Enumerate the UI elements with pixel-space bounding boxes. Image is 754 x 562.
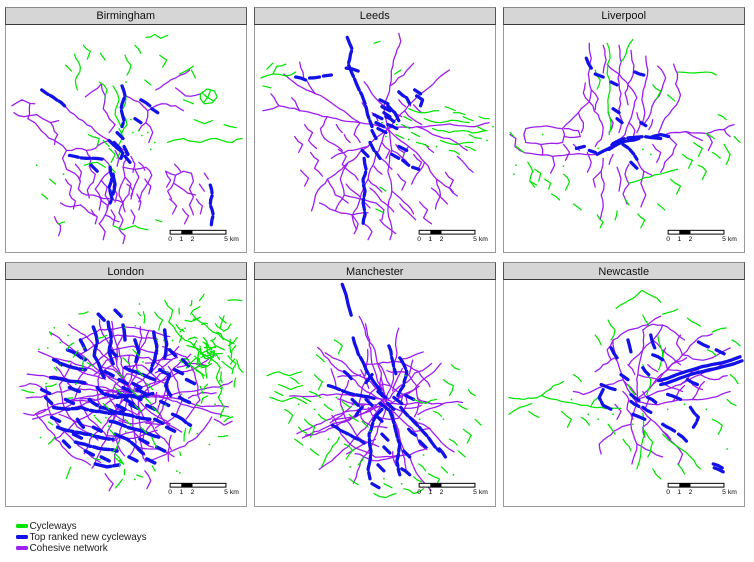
svg-text:1: 1 [179,489,183,496]
svg-text:0: 0 [666,235,670,242]
svg-text:km: km [479,235,488,242]
svg-text:2: 2 [440,235,444,242]
svg-text:0: 0 [417,489,421,496]
svg-text:km: km [230,235,239,242]
svg-text:km: km [230,489,239,496]
svg-text:5: 5 [224,235,228,242]
svg-text:2: 2 [689,235,693,242]
svg-text:1: 1 [428,235,432,242]
svg-text:2: 2 [440,489,444,496]
svg-text:0: 0 [168,235,172,242]
svg-text:km: km [728,489,737,496]
svg-text:2: 2 [191,489,195,496]
svg-text:1: 1 [677,235,681,242]
svg-text:2: 2 [191,235,195,242]
svg-text:5: 5 [722,489,726,496]
svg-text:5: 5 [473,235,477,242]
svg-text:5: 5 [224,489,228,496]
svg-text:0: 0 [666,489,670,496]
svg-text:km: km [479,489,488,496]
svg-text:5: 5 [722,235,726,242]
svg-text:0: 0 [168,489,172,496]
svg-text:0: 0 [417,235,421,242]
svg-text:1: 1 [677,489,681,496]
svg-text:km: km [728,235,737,242]
svg-text:2: 2 [689,489,693,496]
svg-text:1: 1 [428,489,432,496]
svg-text:5: 5 [473,489,477,496]
svg-text:1: 1 [179,235,183,242]
